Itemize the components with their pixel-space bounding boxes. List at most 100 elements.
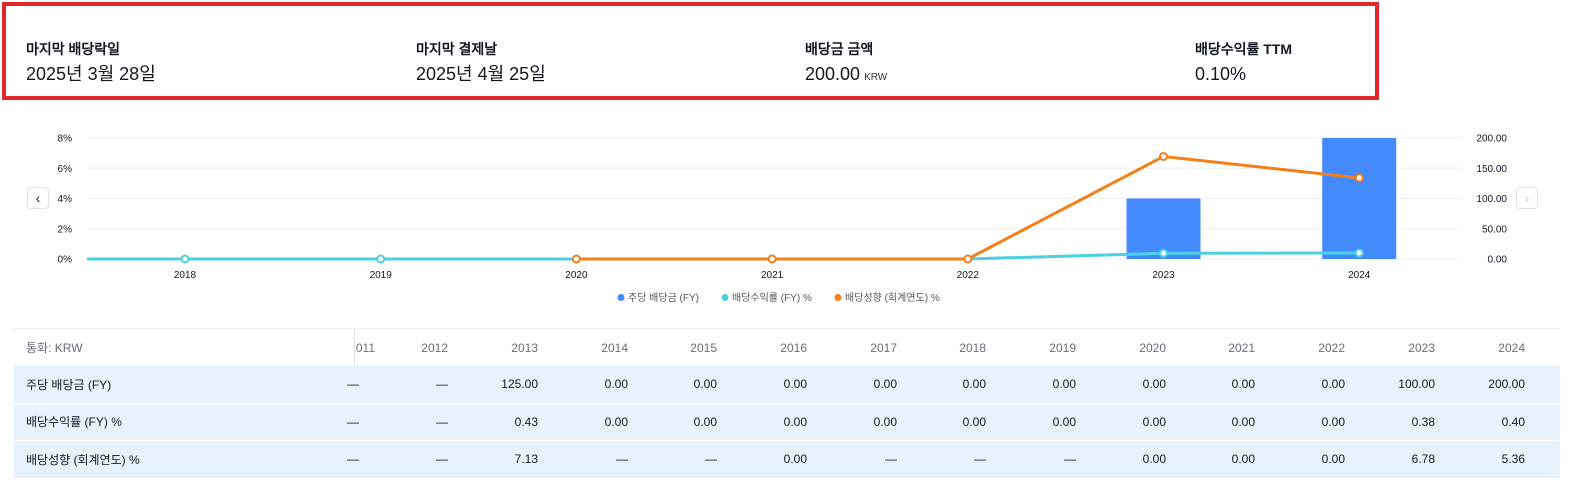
dividend-chart: 0% 0.00 2% 50.00 4% 100.00 6% 150.00 8% 200.00 201…: [58, 134, 1508, 305]
table-cell: —: [616, 452, 628, 467]
x-axis-tick-label: 2023: [1152, 270, 1175, 281]
x-axis-tick-label: 2022: [957, 270, 980, 281]
x-axis-tick-label: 2018: [174, 270, 197, 281]
table-cell: 0.00: [873, 377, 897, 392]
x-axis-tick-label: 2019: [370, 270, 393, 281]
table-cell: 0.00: [783, 414, 807, 429]
ex-dividend-date-stat: 마지막 배당락일 2025년 3월 28일: [26, 40, 156, 85]
chevron-right-icon: ›: [1524, 190, 1530, 206]
right-axis-tick-label: 200.00: [1476, 134, 1507, 145]
currency-label: 통화: KRW: [26, 341, 83, 355]
table-cell: 0.00: [1052, 377, 1076, 392]
chart-next-button[interactable]: ›: [1516, 187, 1538, 209]
payout-point: [1159, 151, 1168, 161]
chart-prev-button[interactable]: ‹: [27, 187, 49, 209]
table-cell: 0.43: [514, 414, 538, 429]
table-cell: 5.36: [1501, 452, 1525, 467]
table-cell: —: [885, 452, 897, 467]
table-cell: 7.13: [514, 452, 538, 467]
payment-date-value: 2025년 4월 25일: [416, 64, 546, 84]
yield-point: [180, 254, 190, 264]
table-row: 배당수익률 (FY) % — — 0.43 0.00 0.00 0.00 0.00 0.00 0.…: [14, 403, 1560, 441]
table-cell: 0.38: [1411, 414, 1435, 429]
table-cell: 0.00: [1321, 377, 1345, 392]
dividend-amount-unit: KRW: [864, 72, 888, 83]
table-cell: —: [436, 452, 448, 467]
left-axis-tick-label: 8%: [58, 134, 73, 145]
table-cell: 200.00: [1488, 377, 1525, 392]
legend-marker: [721, 294, 729, 301]
table-cell: 0.00: [1321, 414, 1345, 429]
table-header-cell: 2013: [511, 340, 538, 355]
payout-point: [767, 254, 777, 264]
table-cell: 0.00: [783, 452, 807, 467]
table-header-cell: 2014: [601, 340, 628, 355]
legend-marker: [617, 294, 625, 301]
table-cell: —: [974, 452, 986, 467]
table-header-cell: 2018: [959, 340, 986, 355]
legend-label[interactable]: 배당수익률 (FY) %: [732, 292, 812, 304]
table-header-cell: 2017: [870, 340, 897, 355]
dividend-amount-label: 배당금 금액: [805, 41, 874, 57]
table-cell: —: [436, 414, 448, 429]
ex-dividend-date-label: 마지막 배당락일: [26, 41, 121, 57]
right-axis-tick-label: 100.00: [1476, 194, 1507, 205]
chevron-left-icon: ‹: [35, 190, 41, 206]
table-cell: 0.00: [693, 377, 717, 392]
payout-point: [963, 254, 973, 264]
legend-label[interactable]: 배당성향 (회계연도) %: [845, 292, 940, 304]
table-cell: 0.00: [1142, 414, 1166, 429]
right-axis-tick-label: 0.00: [1488, 255, 1508, 266]
table-cell: 0.00: [1142, 377, 1166, 392]
table-cell: 0.00: [962, 377, 986, 392]
row-label: 배당성향 (회계연도) %: [26, 452, 140, 467]
table-cell: —: [1064, 452, 1076, 467]
ex-dividend-date-value: 2025년 3월 28일: [26, 64, 156, 84]
table-header-cell: 2021: [1228, 340, 1255, 355]
table-cell: 0.00: [783, 377, 807, 392]
dividend-summary-panel: 마지막 배당락일 2025년 3월 28일 마지막 결제날 2025년 4월 2…: [2, 2, 1379, 100]
payout-line: [576, 154, 1360, 261]
table-row: 배당성향 (회계연도) % — — 7.13 — — 0.00 — — — 0.00 0.00 0.00…: [14, 441, 1560, 479]
table-header-cell: 2023: [1408, 340, 1435, 355]
table-header-cell: 2024: [1498, 340, 1525, 355]
table-cell: 0.00: [1142, 452, 1166, 467]
table-header-row: 통화: KRW 2011 2012 2013 2014 2015 2016 2017 2018…: [14, 328, 1560, 366]
row-label: 주당 배당금 (FY): [26, 377, 112, 392]
dividend-history-table: 통화: KRW 2011 2012 2013 2014 2015 2016 2017 2018…: [14, 328, 1560, 479]
table-cell: 0.40: [1501, 414, 1525, 429]
dividend-bar: [1322, 138, 1397, 259]
left-axis-tick-label: 0%: [58, 255, 73, 266]
table-header-cell: 2015: [690, 340, 717, 355]
dividend-yield-label: 배당수익률 TTM: [1195, 41, 1293, 57]
yield-point: [1354, 248, 1364, 258]
payout-point: [571, 254, 581, 264]
table-cell: —: [436, 377, 448, 392]
chart-legend[interactable]: 주당 배당금 (FY) 배당수익률 (FY) % 배당성향 (회계연도) %: [617, 292, 940, 304]
chart-axes: 0% 0.00 2% 50.00 4% 100.00 6% 150.00 8% 200.00 201…: [58, 134, 1508, 282]
chart-grid: [87, 137, 1462, 260]
row-label: 배당수익률 (FY) %: [26, 415, 122, 430]
table-cell: 0.00: [1321, 452, 1345, 467]
x-axis-tick-label: 2024: [1348, 270, 1371, 281]
legend-label[interactable]: 주당 배당금 (FY): [628, 292, 699, 304]
table-cell: —: [347, 414, 359, 429]
table-cell: 6.78: [1411, 452, 1435, 467]
table-header-cell: 2019: [1049, 340, 1076, 355]
table-cell: 0.00: [1052, 414, 1076, 429]
x-axis-tick-label: 2020: [565, 270, 588, 281]
yield-point: [376, 254, 386, 264]
table-cell: 0.00: [693, 414, 717, 429]
table-cell: —: [705, 452, 717, 467]
table-header-cell: 2012: [421, 340, 448, 355]
dividend-amount-stat: 배당금 금액 200.00 KRW: [805, 40, 887, 89]
table-cell: —: [347, 452, 359, 467]
dividend-amount-value: 200.00 KRW: [805, 63, 887, 89]
table-cell: 0.00: [604, 414, 628, 429]
dividend-amount-number: 200.00: [805, 64, 861, 84]
table-header-cell: 2016: [780, 340, 807, 355]
table-row: 주당 배당금 (FY) — — 125.00 0.00 0.00 0.00 0.00 0.00 0…: [14, 366, 1560, 404]
dividend-yield-stat: 배당수익률 TTM 0.10%: [1195, 40, 1292, 85]
dividend-yield-value: 0.10%: [1195, 64, 1247, 84]
left-axis-tick-label: 4%: [58, 194, 73, 205]
